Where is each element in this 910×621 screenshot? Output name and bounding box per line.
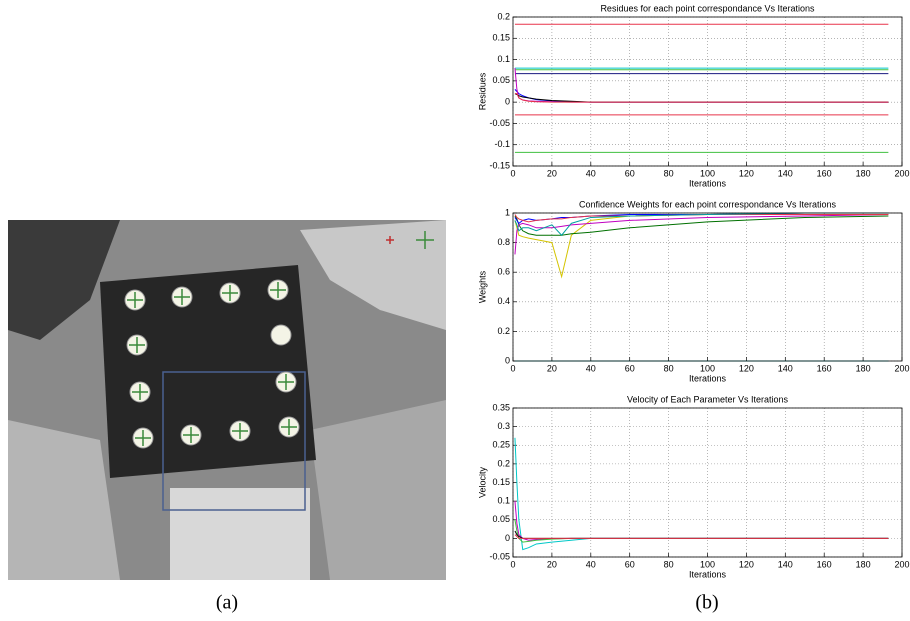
chart-title: Velocity of Each Parameter Vs Iterations (627, 394, 789, 404)
series-line (514, 212, 889, 236)
y-axis-label: Weights (477, 270, 487, 303)
y-tick-label: 0.4 (497, 296, 510, 306)
y-tick-label: 0.2 (497, 326, 510, 336)
x-tick-label: 100 (700, 363, 715, 373)
y-tick-label: 0 (505, 533, 510, 543)
y-tick-label: 0.05 (492, 75, 510, 85)
series-line (514, 215, 889, 236)
y-tick-label: -0.1 (494, 139, 510, 149)
y-tick-label: -0.05 (489, 551, 510, 561)
x-tick-label: 180 (856, 363, 871, 373)
x-tick-label: 0 (510, 559, 515, 569)
y-tick-label: 0.25 (492, 440, 510, 450)
x-tick-label: 140 (778, 363, 793, 373)
caption: (a) (216, 592, 238, 614)
x-tick-label: 200 (894, 363, 909, 373)
plot-frame (512, 16, 903, 167)
y-tick-label: 0.1 (497, 54, 510, 64)
series-line (514, 93, 889, 103)
series-line (514, 534, 889, 539)
x-tick-label: 100 (700, 559, 715, 569)
chart-title: Residues for each point correspondance V… (600, 3, 815, 13)
y-tick-label: 0.3 (497, 421, 510, 431)
x-axis-label: Iterations (689, 373, 727, 383)
y-tick-label: 0.1 (497, 496, 510, 506)
photo (8, 220, 446, 580)
x-tick-label: 40 (586, 168, 596, 178)
plot-frame (512, 212, 903, 362)
x-axis-label: Iterations (689, 569, 727, 579)
x-tick-label: 0 (510, 168, 515, 178)
x-tick-label: 200 (894, 168, 909, 178)
y-tick-label: 0.15 (492, 477, 510, 487)
y-axis-label: Residues (477, 72, 487, 110)
x-tick-label: 60 (625, 559, 635, 569)
x-tick-label: 40 (586, 559, 596, 569)
y-tick-label: 0.15 (492, 33, 510, 43)
x-tick-label: 20 (547, 559, 557, 569)
x-tick-label: 0 (510, 363, 515, 373)
y-tick-label: -0.15 (489, 160, 510, 170)
x-tick-label: 80 (664, 168, 674, 178)
y-tick-label: 0.8 (497, 237, 510, 247)
x-tick-label: 60 (625, 168, 635, 178)
x-tick-label: 60 (625, 363, 635, 373)
x-tick-label: 160 (817, 363, 832, 373)
x-tick-label: 160 (817, 559, 832, 569)
y-tick-label: 0.05 (492, 514, 510, 524)
y-tick-label: 0.2 (497, 458, 510, 468)
plot-frame (512, 407, 903, 558)
x-tick-label: 120 (739, 363, 754, 373)
x-tick-label: 140 (778, 168, 793, 178)
y-axis-label: Velocity (477, 466, 487, 498)
x-tick-label: 120 (739, 559, 754, 569)
x-tick-label: 200 (894, 559, 909, 569)
x-tick-label: 80 (664, 559, 674, 569)
chart-title: Confidence Weights for each point corres… (579, 199, 836, 209)
series-line (514, 213, 889, 255)
x-tick-label: 180 (856, 168, 871, 178)
y-tick-label: 0.2 (497, 11, 510, 21)
x-tick-label: 20 (547, 363, 557, 373)
x-tick-label: 80 (664, 363, 674, 373)
y-tick-label: 0 (505, 97, 510, 107)
x-tick-label: 120 (739, 168, 754, 178)
x-axis-label: Iterations (689, 178, 727, 188)
x-tick-label: 20 (547, 168, 557, 178)
y-tick-label: 1 (505, 207, 510, 217)
x-tick-label: 180 (856, 559, 871, 569)
x-tick-label: 40 (586, 363, 596, 373)
y-tick-label: 0.35 (492, 402, 510, 412)
caption: (b) (695, 592, 718, 614)
y-tick-label: 0 (505, 355, 510, 365)
x-tick-label: 140 (778, 559, 793, 569)
y-tick-label: -0.05 (489, 118, 510, 128)
x-tick-label: 160 (817, 168, 832, 178)
y-tick-label: 0.6 (497, 267, 510, 277)
x-tick-label: 100 (700, 168, 715, 178)
